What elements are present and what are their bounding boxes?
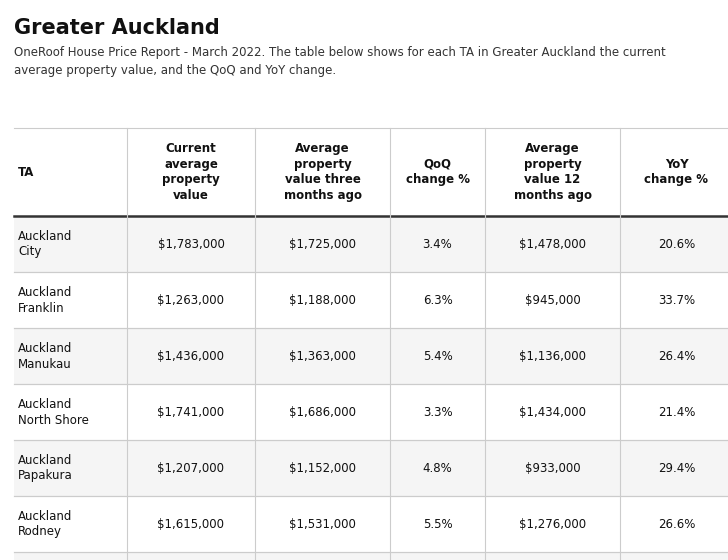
Text: Auckland
City: Auckland City — [18, 230, 72, 259]
Text: $1,531,000: $1,531,000 — [289, 517, 356, 530]
Bar — [14, 384, 728, 440]
Text: Greater Auckland: Greater Auckland — [14, 18, 220, 38]
Text: 33.7%: 33.7% — [658, 293, 695, 306]
Bar — [14, 272, 728, 328]
Text: $1,207,000: $1,207,000 — [157, 461, 224, 474]
Text: $1,741,000: $1,741,000 — [157, 405, 224, 418]
Text: 3.4%: 3.4% — [423, 237, 452, 250]
Text: Auckland
Franklin: Auckland Franklin — [18, 286, 72, 315]
Text: $1,152,000: $1,152,000 — [289, 461, 356, 474]
Bar — [14, 328, 728, 384]
Text: $1,478,000: $1,478,000 — [519, 237, 586, 250]
Text: $1,276,000: $1,276,000 — [519, 517, 586, 530]
Text: Auckland
Manukau: Auckland Manukau — [18, 342, 72, 371]
Text: $1,363,000: $1,363,000 — [289, 349, 356, 362]
Text: 5.5%: 5.5% — [423, 517, 452, 530]
Text: Auckland
North Shore: Auckland North Shore — [18, 398, 89, 427]
Text: Auckland
Papakura: Auckland Papakura — [18, 454, 73, 483]
Text: 6.3%: 6.3% — [423, 293, 452, 306]
Text: $1,725,000: $1,725,000 — [289, 237, 356, 250]
Text: Auckland
Rodney: Auckland Rodney — [18, 510, 72, 539]
Text: QoQ
change %: QoQ change % — [405, 158, 470, 186]
Text: YoY
change %: YoY change % — [644, 158, 708, 186]
Bar — [14, 496, 728, 552]
Text: 21.4%: 21.4% — [658, 405, 695, 418]
Text: Current
average
property
value: Current average property value — [162, 142, 220, 202]
Bar — [14, 216, 728, 272]
Text: $945,000: $945,000 — [525, 293, 580, 306]
Text: OneRoof House Price Report - March 2022. The table below shows for each TA in Gr: OneRoof House Price Report - March 2022.… — [14, 46, 665, 77]
Text: 3.3%: 3.3% — [423, 405, 452, 418]
Bar — [14, 440, 728, 496]
Text: 20.6%: 20.6% — [658, 237, 695, 250]
Text: 5.4%: 5.4% — [423, 349, 452, 362]
Text: Average
property
value 12
months ago: Average property value 12 months ago — [513, 142, 592, 202]
Bar — [14, 552, 728, 560]
Text: $1,783,000: $1,783,000 — [157, 237, 224, 250]
Text: TA: TA — [18, 166, 34, 179]
Text: 26.6%: 26.6% — [658, 517, 695, 530]
Text: 26.4%: 26.4% — [658, 349, 695, 362]
Text: $1,615,000: $1,615,000 — [157, 517, 224, 530]
Text: $933,000: $933,000 — [525, 461, 580, 474]
Text: $1,188,000: $1,188,000 — [289, 293, 356, 306]
Text: Average
property
value three
months ago: Average property value three months ago — [283, 142, 362, 202]
Text: $1,436,000: $1,436,000 — [157, 349, 224, 362]
Text: $1,263,000: $1,263,000 — [157, 293, 224, 306]
Text: $1,136,000: $1,136,000 — [519, 349, 586, 362]
Text: 4.8%: 4.8% — [423, 461, 452, 474]
Text: $1,434,000: $1,434,000 — [519, 405, 586, 418]
Text: 29.4%: 29.4% — [658, 461, 695, 474]
Text: $1,686,000: $1,686,000 — [289, 405, 356, 418]
Bar — [14, 128, 728, 216]
